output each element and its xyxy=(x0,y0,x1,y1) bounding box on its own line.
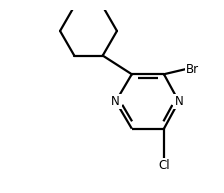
Text: Cl: Cl xyxy=(158,159,170,172)
Text: N: N xyxy=(174,95,183,108)
Text: Br: Br xyxy=(186,63,199,76)
Text: N: N xyxy=(111,95,120,108)
